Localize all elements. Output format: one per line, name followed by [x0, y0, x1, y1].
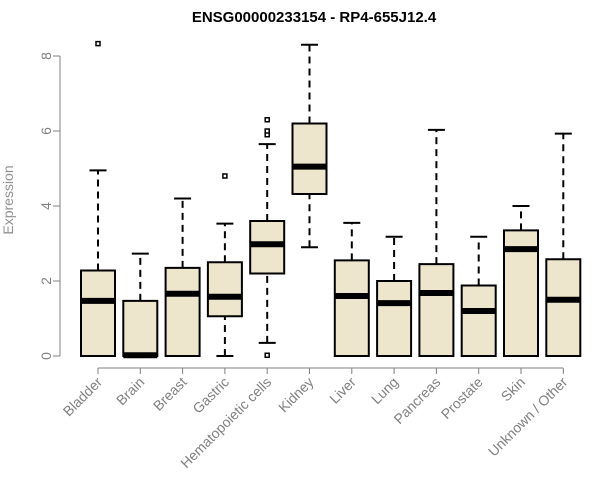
outlier-point — [264, 128, 270, 134]
x-tick-label: Breast — [150, 374, 190, 414]
box-iqr — [376, 280, 413, 357]
box-iqr — [333, 259, 370, 357]
x-tick-label: Liver — [326, 374, 359, 407]
outlier-point — [264, 352, 270, 358]
y-tick-label: 4 — [38, 202, 54, 210]
y-axis-label: Expression — [0, 165, 16, 234]
x-tick-label: Bladder — [60, 374, 106, 420]
box-group — [333, 221, 370, 357]
box-group — [503, 205, 539, 357]
x-tick-label: Kidney — [275, 374, 317, 416]
box-iqr — [164, 266, 201, 357]
box-iqr — [80, 269, 116, 357]
y-axis: 0 2 4 6 8 — [38, 52, 61, 360]
x-tick-label: Brain — [113, 374, 147, 408]
box-iqr — [206, 261, 243, 318]
y-tick-label: 2 — [38, 277, 54, 285]
y-tick-label: 8 — [38, 52, 54, 60]
y-tick-label: 0 — [38, 352, 54, 360]
box-iqr — [418, 263, 455, 357]
box-iqr — [122, 299, 159, 357]
x-tick-label: Pancreas — [390, 374, 443, 427]
outlier-point — [222, 173, 228, 179]
box-group — [206, 173, 243, 357]
box-iqr — [291, 122, 328, 195]
box-group — [122, 252, 159, 359]
box-iqr — [460, 284, 497, 357]
chart-title: ENSG00000233154 - RP4-655J12.4 — [192, 9, 437, 26]
x-tick-label: Lung — [368, 374, 401, 407]
x-tick-label: Prostate — [438, 374, 486, 422]
outlier-point — [95, 40, 101, 47]
box-group — [545, 132, 582, 357]
box-iqr — [545, 258, 582, 357]
x-tick-label: Skin — [498, 374, 529, 405]
y-tick-label: 6 — [38, 127, 54, 135]
box-series — [80, 40, 582, 359]
box-group — [164, 197, 201, 357]
box-group — [376, 235, 413, 357]
outlier-point — [264, 117, 270, 123]
box-group — [80, 40, 116, 357]
box-group — [291, 43, 328, 249]
box-group — [460, 235, 497, 357]
box-group — [249, 117, 286, 358]
box-group — [418, 128, 455, 357]
x-tick-label: Unknown / Other — [485, 374, 571, 460]
